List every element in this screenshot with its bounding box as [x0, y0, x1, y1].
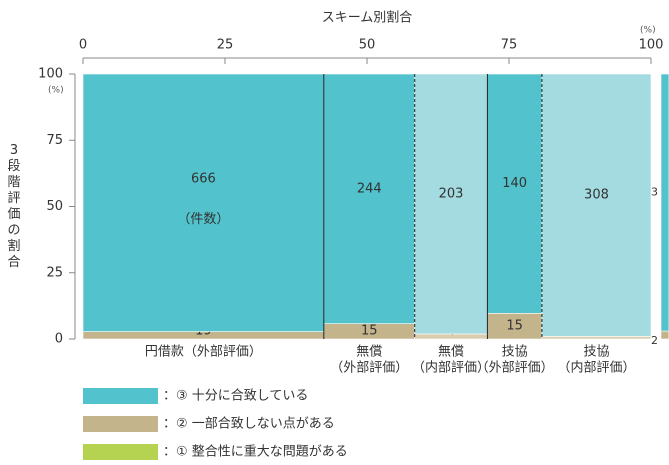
count-label: 203: [439, 186, 464, 201]
legend-swatch: [83, 388, 158, 404]
legend-swatch: [83, 416, 158, 432]
segment: [660, 330, 669, 340]
category-label: （外部評価）: [476, 361, 554, 376]
category-label: 無償: [356, 345, 382, 360]
x-tick-label: 75: [501, 38, 518, 53]
count-label: 666: [191, 171, 216, 186]
segment: [660, 73, 669, 332]
y-tick-label: 50: [46, 199, 63, 214]
segment: [541, 73, 652, 337]
count-label: 3: [651, 186, 658, 199]
segment: [487, 73, 543, 314]
category-label: 円借款（外部評価）: [145, 345, 262, 360]
legend-swatch: [83, 444, 158, 460]
y-tick-label: 25: [46, 265, 63, 280]
y-tick-label: 75: [46, 133, 63, 148]
y-axis-title: 3 段階評価の割合: [7, 143, 20, 270]
x-tick-label: 0: [79, 38, 87, 53]
segment: [487, 312, 543, 340]
x-tick-label: 25: [217, 38, 234, 53]
x-unit: (%): [640, 26, 656, 36]
category-label: 無償: [438, 345, 464, 360]
category-label: （内部評価）: [412, 360, 490, 376]
count-label: 2: [651, 334, 658, 347]
category-label: 技協: [502, 345, 528, 360]
category-label: （内部評価）: [557, 360, 635, 376]
y-tick-label: 100: [38, 67, 63, 82]
segment: [323, 73, 416, 324]
y-tick-label: 0: [55, 332, 63, 347]
count-label: 140: [502, 176, 527, 191]
category-label: （外部評価）: [330, 361, 408, 376]
segment: [414, 73, 488, 335]
count-label: 244: [357, 181, 382, 196]
x-tick-label: 100: [639, 38, 664, 53]
y-unit: (%): [48, 86, 64, 96]
category-label: 技協: [583, 345, 609, 360]
count-label: 15: [361, 324, 378, 339]
annotation: （件数）: [177, 212, 229, 227]
legend-label: ：① 整合性に重大な問題がある: [163, 444, 348, 460]
count-label: 15: [506, 319, 523, 334]
segment: [82, 73, 325, 332]
count-label: 308: [584, 188, 609, 203]
legend-label: ：③ 十分に合致している: [163, 389, 308, 404]
legend-label: ：② 一部合致しない点がある: [163, 417, 335, 432]
x-tick-label: 50: [359, 38, 376, 53]
x-axis-title: スキーム別割合: [322, 10, 413, 26]
